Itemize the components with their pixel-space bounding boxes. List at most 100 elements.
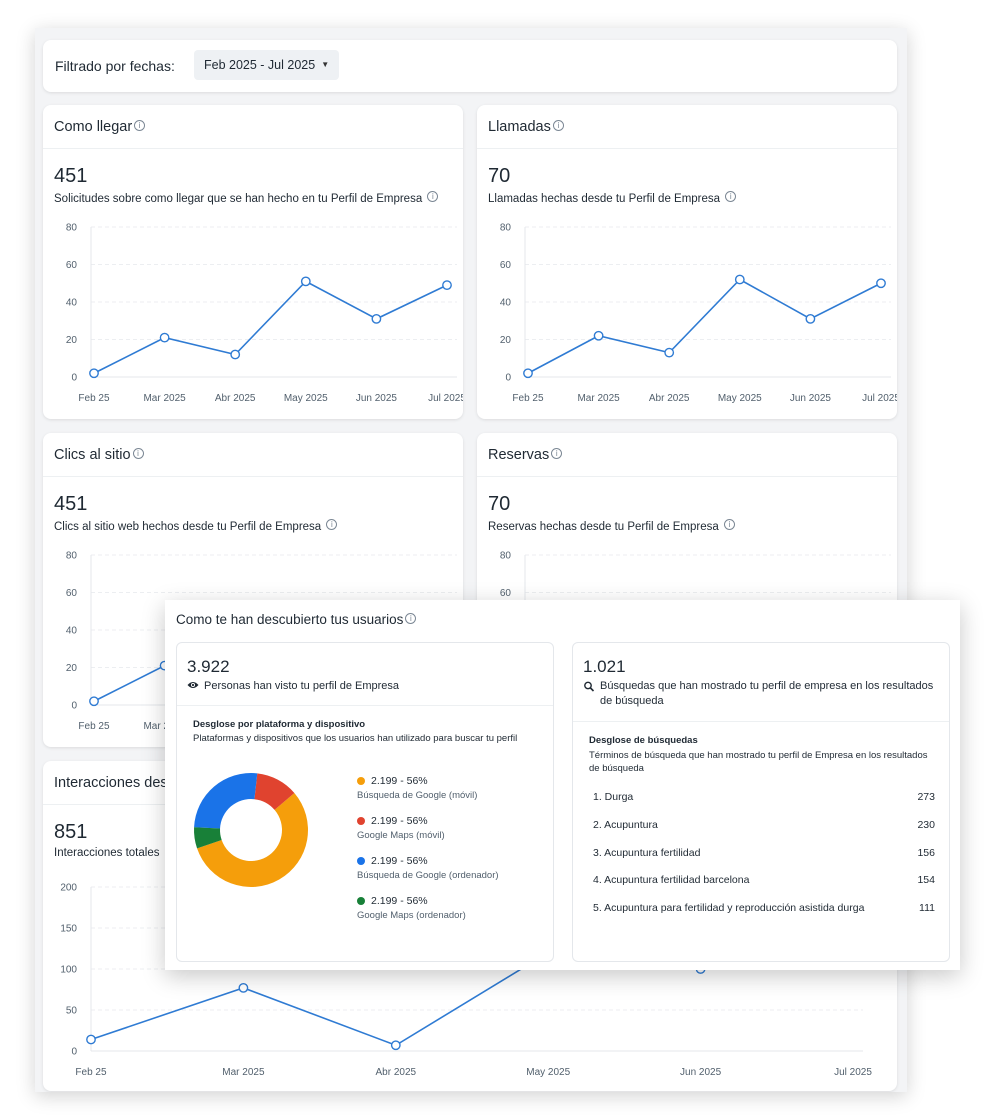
search-term-row: 1. Durga 273 xyxy=(593,791,935,819)
card-llamadas: Llamadas i 70 Llamadas hechas desde tu Pe… xyxy=(477,105,897,419)
metric-description: Interacciones totales xyxy=(54,847,160,859)
y-tick-label: 20 xyxy=(66,663,78,674)
donut-slice xyxy=(194,773,258,829)
search-term: 4. Acupuntura fertilidad barcelona xyxy=(593,874,750,887)
views-total: 3.922 xyxy=(187,657,230,676)
x-tick-label: Jun 2025 xyxy=(680,1067,722,1078)
discovery-panel: Como te han descubierto tus usuarios i 3.… xyxy=(165,600,960,970)
search-terms-list: 1. Durga 273 2. Acupuntura 230 3. Acupuntura… xyxy=(593,791,935,930)
info-icon[interactable]: i xyxy=(551,448,563,459)
x-tick-label: Feb 25 xyxy=(75,1067,107,1078)
data-point xyxy=(876,278,886,289)
data-point xyxy=(159,332,170,343)
divider xyxy=(477,148,897,149)
x-tick-label: Jul 2025 xyxy=(862,393,897,404)
y-tick-label: 40 xyxy=(500,298,512,309)
legend-value: 2.199 - 56% xyxy=(371,895,428,907)
y-tick-label: 60 xyxy=(500,260,512,271)
legend-label: Google Maps (móvil) xyxy=(357,830,445,841)
searches-subtitle: Búsquedas que han mostrado tu perfil de … xyxy=(583,679,938,709)
legend-item: 2.199 - 56% Búsqueda de Google (ordenador… xyxy=(357,855,499,881)
platform-legend: 2.199 - 56% Búsqueda de Google (móvil) 2.1… xyxy=(357,775,499,935)
data-point xyxy=(238,982,249,993)
date-range-dropdown[interactable]: Feb 2025 - Jul 2025 ▼ xyxy=(194,50,340,80)
search-term-count: 230 xyxy=(917,818,935,831)
x-tick-label: Abr 2025 xyxy=(376,1067,417,1078)
date-range-value: Feb 2025 - Jul 2025 xyxy=(204,58,316,72)
x-tick-label: Jul 2025 xyxy=(834,1067,872,1078)
x-tick-label: Abr 2025 xyxy=(215,393,256,404)
metric-description: Llamadas hechas desde tu Perfil de Empre… xyxy=(488,191,737,205)
divider xyxy=(573,721,949,722)
info-icon[interactable]: i xyxy=(427,191,439,202)
x-tick-label: Feb 25 xyxy=(78,393,110,404)
line-chart: 0 20 40 60 80 Feb 25 Mar 2025 Abr 2025 May 2025 J… xyxy=(500,223,897,405)
search-term: 3. Acupuntura fertilidad xyxy=(593,846,701,859)
x-tick-label: Feb 25 xyxy=(512,393,544,404)
series-line xyxy=(527,278,882,374)
legend-swatch xyxy=(357,897,365,905)
legend-item: 2.199 - 56% Búsqueda de Google (móvil) xyxy=(357,775,499,801)
metric-total: 70 xyxy=(488,493,511,515)
card-title: Como llegar i xyxy=(54,119,146,135)
x-tick-label: Jun 2025 xyxy=(356,393,398,404)
info-icon[interactable]: i xyxy=(132,448,144,459)
info-icon[interactable]: i xyxy=(405,613,417,624)
y-tick-label: 60 xyxy=(500,588,512,599)
info-icon[interactable]: i xyxy=(725,191,737,202)
y-tick-label: 60 xyxy=(66,260,78,271)
x-tick-label: Mar 2025 xyxy=(222,1067,265,1078)
info-icon[interactable]: i xyxy=(326,519,338,530)
card-como-llegar: Como llegar i 451 Solicitudes sobre como … xyxy=(43,105,463,419)
info-icon[interactable]: i xyxy=(552,120,564,131)
date-filter-bar: Filtrado por fechas: Feb 2025 - Jul 2025… xyxy=(43,40,897,92)
search-term-row: 3. Acupuntura fertilidad 156 xyxy=(593,847,935,875)
discovery-title: Como te han descubierto tus usuarios i xyxy=(176,612,417,627)
data-point xyxy=(593,330,604,341)
searches-total: 1.021 xyxy=(583,657,626,676)
views-subtitle: Personas han visto tu perfil de Empresa xyxy=(187,680,399,692)
metric-total: 451 xyxy=(54,493,88,515)
x-tick-label: May 2025 xyxy=(718,393,762,404)
legend-item: 2.199 - 56% Google Maps (ordenador) xyxy=(357,895,499,921)
card-title: Reservas i xyxy=(488,447,563,463)
eye-icon xyxy=(187,682,199,688)
x-tick-label: May 2025 xyxy=(526,1067,570,1078)
divider xyxy=(477,476,897,477)
x-tick-label: May 2025 xyxy=(284,393,328,404)
y-tick-label: 40 xyxy=(66,626,78,637)
y-tick-label: 40 xyxy=(66,298,78,309)
x-tick-label: Mar 2025 xyxy=(143,721,186,732)
card-title: Llamadas i xyxy=(488,119,564,135)
search-term-row: 2. Acupuntura 230 xyxy=(593,819,935,847)
metric-total: 70 xyxy=(488,165,511,187)
legend-value: 2.199 - 56% xyxy=(371,815,428,827)
caret-down-icon: ▼ xyxy=(321,60,330,69)
legend-swatch xyxy=(357,777,365,785)
divider xyxy=(177,705,553,706)
divider xyxy=(43,476,463,477)
y-tick-label: 20 xyxy=(500,335,512,346)
x-tick-label: Mar 2025 xyxy=(577,393,620,404)
y-tick-label: 100 xyxy=(60,965,77,976)
date-filter-label: Filtrado por fechas: xyxy=(55,58,175,74)
legend-label: Búsqueda de Google (ordenador) xyxy=(357,870,499,881)
search-term-count: 111 xyxy=(919,902,935,915)
donut-slice xyxy=(197,793,308,887)
legend-label: Google Maps (ordenador) xyxy=(357,910,466,921)
search-icon xyxy=(584,681,595,692)
data-point xyxy=(390,1040,401,1051)
platform-donut-chart xyxy=(194,773,308,887)
search-term-count: 154 xyxy=(917,874,935,887)
metric-total: 451 xyxy=(54,165,88,187)
info-icon[interactable]: i xyxy=(723,519,735,530)
legend-label: Búsqueda de Google (móvil) xyxy=(357,790,478,801)
views-panel: 3.922 Personas han visto tu perfil de Em… xyxy=(176,642,554,962)
search-term: 2. Acupuntura xyxy=(593,818,658,831)
data-point xyxy=(805,313,816,324)
divider xyxy=(43,148,463,149)
donut-slice xyxy=(194,827,222,849)
data-point xyxy=(734,274,745,285)
y-tick-label: 60 xyxy=(66,588,78,599)
info-icon[interactable]: i xyxy=(134,120,146,131)
